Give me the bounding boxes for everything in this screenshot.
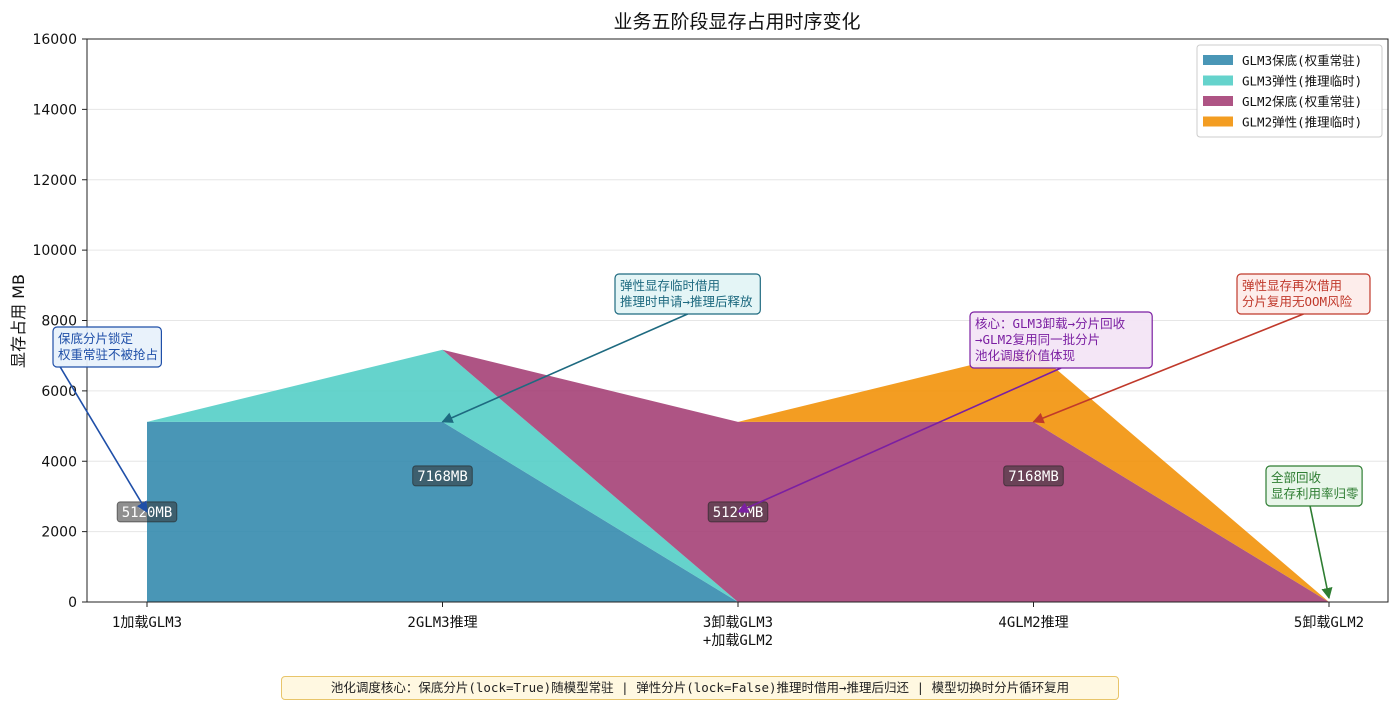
annotation-text: 显存利用率归零 <box>1271 486 1359 501</box>
legend-item: GLM2弹性(推理临时) <box>1203 115 1362 130</box>
legend-swatch <box>1203 96 1233 106</box>
annotation-text: 保底分片锁定 <box>58 331 133 346</box>
svg-text:7168MB: 7168MB <box>417 469 468 485</box>
svg-text:7168MB: 7168MB <box>1008 469 1059 485</box>
annotation-arrow <box>1309 505 1333 600</box>
y-tick-label: 8000 <box>41 314 77 330</box>
annotation-text: →GLM2复用同一批分片 <box>975 332 1100 347</box>
annotation-arrow <box>59 366 148 513</box>
svg-text:5120MB: 5120MB <box>122 505 173 521</box>
legend-swatch <box>1203 116 1233 127</box>
y-tick-label: 16000 <box>32 32 77 48</box>
legend: GLM3保底(权重常驻) GLM3弹性(推理临时) GLM2保底(权重常驻) GLM2… <box>1196 44 1383 138</box>
area-series-3 <box>147 349 1329 602</box>
legend-item: GLM2保底(权重常驻) <box>1203 94 1362 109</box>
annotation-arrow <box>736 367 1062 513</box>
annotation-box <box>969 311 1153 369</box>
svg-text:5120MB: 5120MB <box>713 505 764 521</box>
annotations: 保底分片锁定权重常驻不被抢占弹性显存临时借用推理时申请→推理后释放核心：GLM3… <box>52 273 1371 600</box>
data-label: 7168MB <box>412 465 473 487</box>
annotation-arrow <box>441 313 688 423</box>
y-tick-label: 10000 <box>32 243 77 259</box>
area-series-4 <box>147 349 1329 602</box>
y-tick-label: 4000 <box>41 454 77 470</box>
data-label: 7168MB <box>1003 465 1064 487</box>
legend-frame <box>1196 44 1383 138</box>
y-tick-label: 12000 <box>32 173 77 189</box>
legend-swatch <box>1203 55 1233 65</box>
legend-label: GLM3保底(权重常驻) <box>1242 53 1362 68</box>
x-tick-label: 3卸载GLM3 +加载GLM2 <box>703 615 773 649</box>
annotation-text: 池化调度价值体现 <box>975 348 1075 363</box>
annotation-box <box>1236 273 1371 315</box>
annotation-text: 核心：GLM3卸载→分片回收 <box>975 316 1126 331</box>
data-label: 5120MB <box>116 501 178 523</box>
y-axis-label: 显存占用 MB <box>9 274 28 368</box>
footer-note: 池化调度核心：保底分片(lock=True)随模型常驻 | 弹性分片(lock=… <box>281 676 1119 700</box>
legend-item: GLM3弹性(推理临时) <box>1203 74 1362 89</box>
annotation-text: 分片复用无OOM风险 <box>1242 294 1353 309</box>
x-tick-label: 1加载GLM3 <box>112 615 182 631</box>
annotation-text: 弹性显存再次借用 <box>1242 278 1342 293</box>
x-tick-label: 4GLM2推理 <box>998 615 1068 631</box>
y-tick-label: 0 <box>68 595 77 611</box>
annotation-text: 弹性显存临时借用 <box>620 278 720 293</box>
annotation-arrow <box>1032 313 1304 424</box>
legend-swatch <box>1203 75 1233 86</box>
annotation-box <box>52 326 163 368</box>
annotation-text: 全部回收 <box>1271 470 1322 485</box>
annotation-text: 推理时申请→推理后释放 <box>620 294 753 309</box>
data-label: 5120MB <box>707 501 769 523</box>
annotation-box <box>614 273 761 315</box>
y-axis-ticks: 0 2000 4000 6000 8000 10000 12000 14000 16000 <box>32 32 87 611</box>
legend-label: GLM3弹性(推理临时) <box>1242 74 1362 89</box>
y-tick-label: 6000 <box>41 384 77 400</box>
y-tick-label: 14000 <box>32 102 77 118</box>
x-axis-ticks: 1加载GLM3 2GLM3推理 3卸载GLM3 +加载GLM2 4GLM2推理 5卸载GL… <box>112 602 1364 649</box>
x-tick-label: 5卸载GLM2 <box>1294 615 1364 631</box>
y-tick-label: 2000 <box>41 525 77 541</box>
legend-label: GLM2保底(权重常驻) <box>1242 94 1362 109</box>
chart-title: 业务五阶段显存占用时序变化 <box>613 11 860 33</box>
legend-item: GLM3保底(权重常驻) <box>1203 53 1362 68</box>
annotation-text: 权重常驻不被抢占 <box>58 347 158 362</box>
legend-label: GLM2弹性(推理临时) <box>1242 115 1362 130</box>
x-tick-label: 2GLM3推理 <box>407 615 477 631</box>
area-series <box>147 349 1329 602</box>
annotation-box <box>1265 465 1363 507</box>
